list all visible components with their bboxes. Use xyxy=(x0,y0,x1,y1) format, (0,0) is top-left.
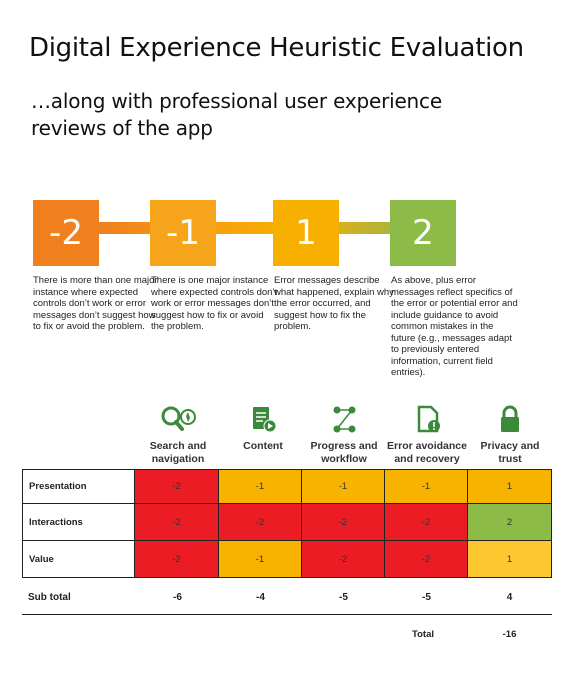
table-cell: 2 xyxy=(468,504,552,541)
scale-description-minus-1: There is one major instance where expect… xyxy=(151,275,278,332)
table-cell: -2 xyxy=(135,469,219,504)
category-label: Error avoidance and recovery xyxy=(387,440,467,465)
table-cell: -2 xyxy=(302,504,385,541)
table-cell: -2 xyxy=(385,541,468,578)
page-subtitle: …along with professional user experience… xyxy=(31,89,442,140)
scale-box-minus-2: -2 xyxy=(33,200,99,266)
category-search-navigation: Search and navigation xyxy=(136,404,220,466)
subtotal-value: -4 xyxy=(256,592,265,603)
scale-description-plus-2: As above, plus error messages reflect sp… xyxy=(391,275,518,378)
category-label: Content xyxy=(243,440,283,452)
row-label-value: Value xyxy=(22,541,135,578)
table-cell: -2 xyxy=(135,504,219,541)
row-label-interactions: Interactions xyxy=(22,504,135,541)
error-document-icon xyxy=(417,405,440,433)
table-cell: -2 xyxy=(135,541,219,578)
scale-description-minus-2: There is more than one major instance wh… xyxy=(33,275,158,332)
page-title: Digital Experience Heuristic Evaluation xyxy=(29,33,524,63)
table-cell: -1 xyxy=(219,541,302,578)
category-label: Privacy and trust xyxy=(480,440,540,465)
row-label-presentation: Presentation xyxy=(22,469,135,504)
workflow-icon xyxy=(333,406,356,433)
search-navigation-icon xyxy=(161,406,196,431)
subtotal-value: -5 xyxy=(339,592,348,603)
subtotal-value: -6 xyxy=(173,592,182,603)
table-cell: -1 xyxy=(385,469,468,504)
table-cell: -1 xyxy=(302,469,385,504)
scale-box-plus-1: 1 xyxy=(273,200,339,266)
total-label: Total xyxy=(412,629,434,640)
table-cell: 1 xyxy=(468,541,552,578)
lock-icon xyxy=(501,405,519,432)
category-error-avoidance: Error avoidance and recovery xyxy=(385,404,469,466)
category-label: Progress and workflow xyxy=(310,440,378,465)
table-cell: -2 xyxy=(219,504,302,541)
scale-box-plus-2: 2 xyxy=(390,200,456,266)
subtotal-value: 4 xyxy=(506,592,513,603)
category-privacy-trust: Privacy and trust xyxy=(468,404,552,466)
subtotal-label: Sub total xyxy=(28,592,71,603)
category-label: Search and navigation xyxy=(149,440,207,465)
divider xyxy=(22,614,552,615)
table-cell: -2 xyxy=(302,541,385,578)
category-content: Content xyxy=(221,404,305,453)
scale-description-plus-1: Error messages describe what happened, e… xyxy=(274,275,394,332)
subtotal-value: -5 xyxy=(422,592,431,603)
content-icon xyxy=(253,407,277,433)
table-cell: -2 xyxy=(385,504,468,541)
scale-connector xyxy=(99,222,425,234)
table-cell: 1 xyxy=(468,469,552,504)
total-value: -16 xyxy=(502,629,517,640)
table-cell: -1 xyxy=(219,469,302,504)
category-progress-workflow: Progress and workflow xyxy=(302,404,386,466)
scale-box-minus-1: -1 xyxy=(150,200,216,266)
